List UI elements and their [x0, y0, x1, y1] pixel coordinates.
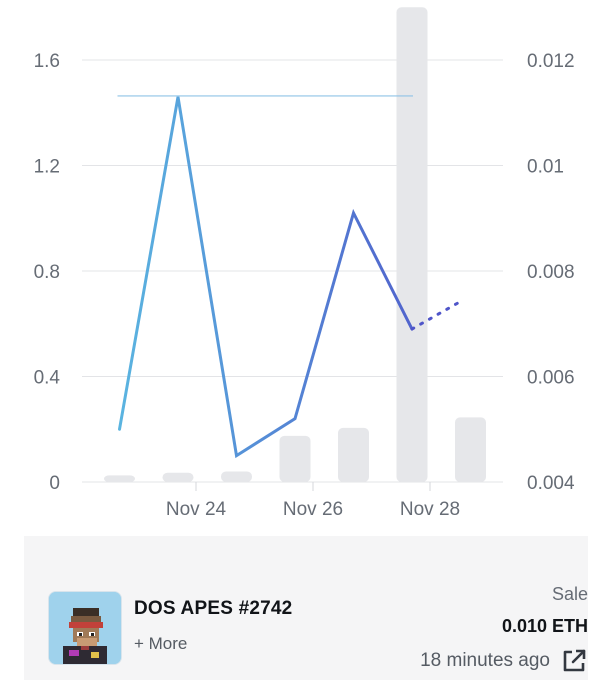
x-tick-label: Nov 26: [283, 499, 343, 520]
volume-bars: [104, 7, 486, 482]
event-type-label: Sale: [551, 584, 588, 604]
left-tick-label: 0.4: [34, 368, 61, 389]
grid-lines: [82, 59, 503, 483]
right-axis-ticks: 0.004 0.006 0.008 0.01 0.012: [527, 51, 575, 494]
external-link-icon[interactable]: [560, 647, 588, 675]
x-tick-label: Nov 24: [166, 499, 227, 520]
right-tick-label: 0.01: [527, 157, 564, 178]
x-axis-ticks: Nov 24 Nov 26 Nov 28: [166, 482, 460, 520]
nft-avatar[interactable]: [48, 591, 122, 665]
right-tick-label: 0.004: [527, 473, 575, 494]
time-ago-label: 18 minutes ago: [420, 650, 550, 671]
time-row: 18 minutes ago: [420, 647, 588, 675]
sale-price: 0.010 ETH: [501, 616, 588, 636]
more-button[interactable]: + More: [134, 634, 188, 653]
price-projection-line: [410, 301, 460, 331]
x-tick-label: Nov 28: [400, 499, 460, 520]
price-line: [118, 96, 460, 459]
volume-bar[interactable]: [104, 475, 135, 482]
nft-name-link[interactable]: DOS APES #2742: [134, 598, 293, 619]
right-tick-label: 0.008: [527, 262, 575, 283]
price-line-path: [118, 96, 414, 459]
left-tick-label: 1.6: [34, 51, 60, 72]
ape-pixel-art-icon: [49, 592, 121, 664]
left-axis-ticks: 0 0.4 0.8 1.2 1.6: [34, 51, 61, 494]
right-tick-label: 0.006: [527, 368, 575, 389]
price-volume-chart: 0 0.4 0.8 1.2 1.6 0.004 0.006 0.008 0.01 0.012 N…: [34, 7, 575, 520]
left-tick-label: 1.2: [34, 157, 60, 178]
left-tick-label: 0.8: [34, 262, 60, 283]
left-tick-label: 0: [49, 473, 60, 494]
volume-bar[interactable]: [396, 7, 428, 482]
volume-bar[interactable]: [162, 472, 194, 482]
sale-card[interactable]: DOS APES #2742 + More Sale 0.010 ETH 18 …: [24, 536, 588, 680]
volume-bar[interactable]: [279, 435, 311, 482]
right-tick-label: 0.012: [527, 51, 575, 72]
volume-bar[interactable]: [338, 427, 369, 482]
volume-bar[interactable]: [455, 417, 486, 482]
volume-bar[interactable]: [221, 471, 252, 482]
